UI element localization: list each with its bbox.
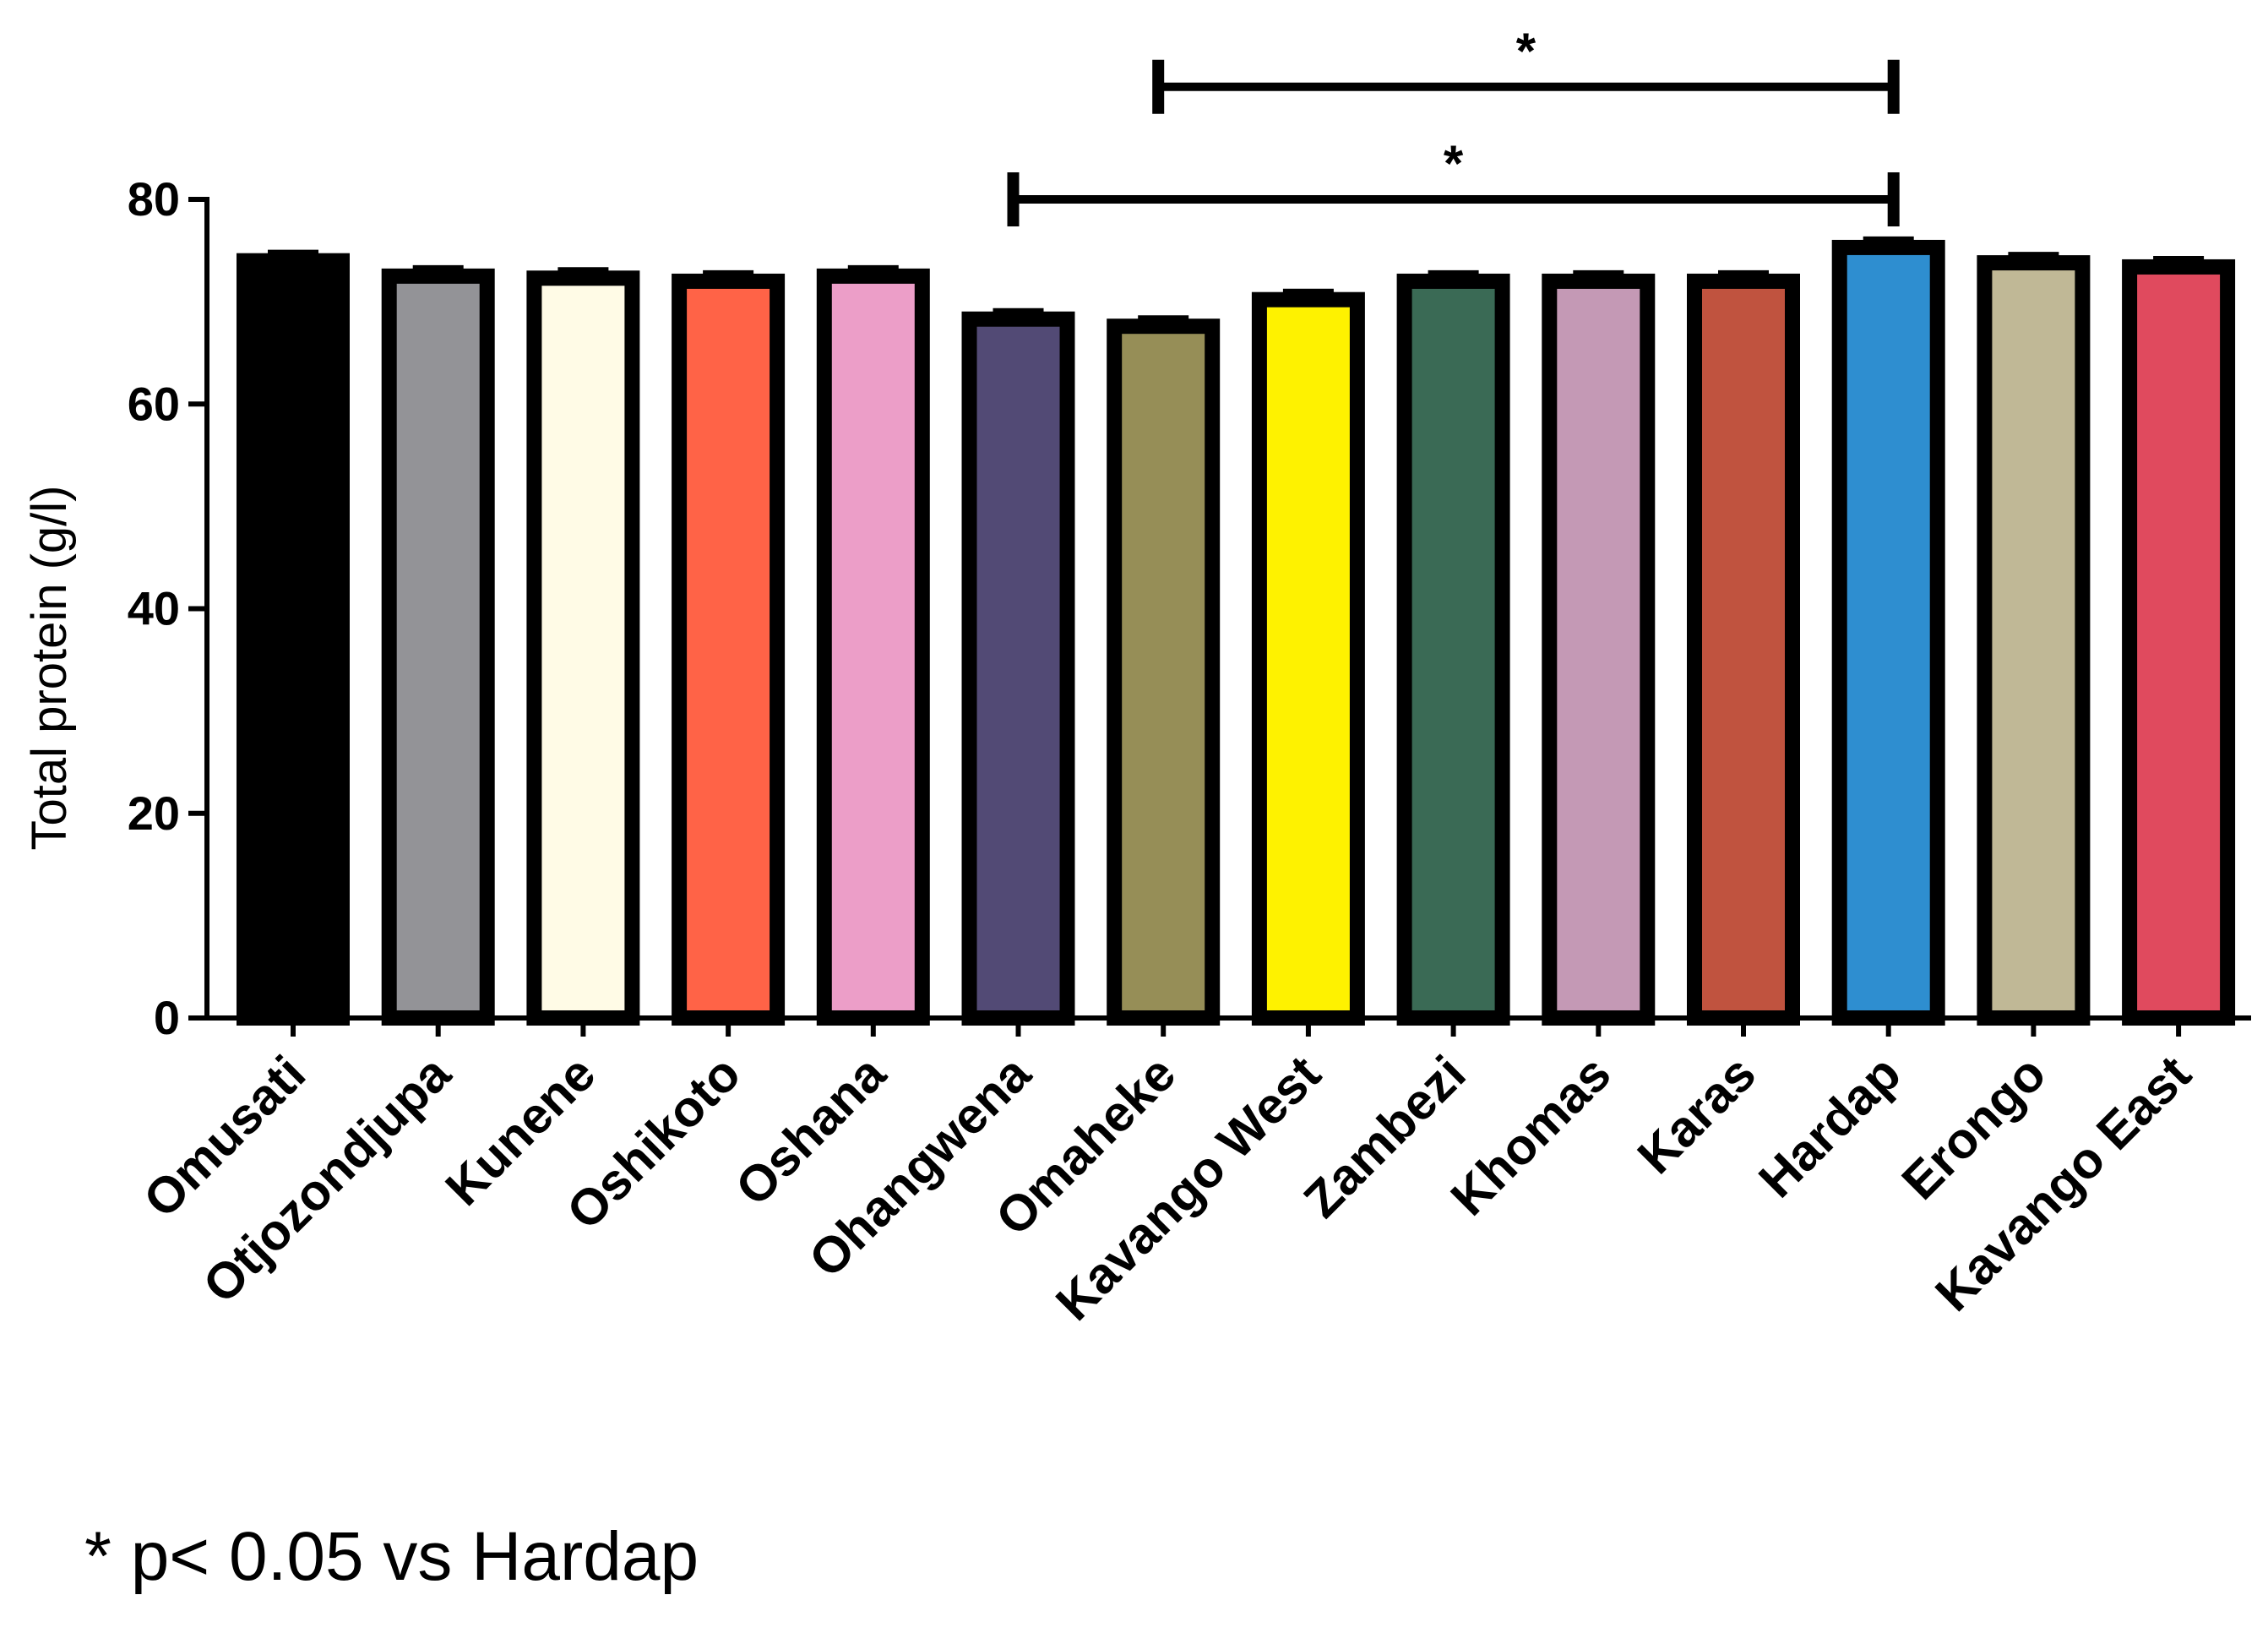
y-tick-label: 20: [128, 787, 180, 840]
footnote: * p< 0.05 vs Hardap: [84, 1518, 699, 1595]
significance-star: *: [1516, 23, 1536, 79]
y-ticks: 0 20 40 60 80: [128, 172, 207, 1044]
x-tick-label: Karas: [1627, 1045, 1766, 1184]
bar-kavango-west: [1251, 291, 1365, 1026]
bar-ohangwena: [961, 311, 1075, 1026]
x-ticks: OmusatiOtjozondjupaKuneneOshikotoOshanaO…: [133, 1018, 2201, 1331]
significance-brackets: **: [1007, 23, 1900, 226]
bar-erongo: [1977, 255, 2091, 1026]
bars-layer: [237, 236, 2236, 1026]
x-tick-label: Kavango East: [1924, 1045, 2201, 1322]
y-axis-label: Total protein (g/l): [22, 486, 77, 851]
y-tick-label: 40: [128, 582, 180, 635]
bar-kavango-east: [2122, 259, 2236, 1026]
x-tick-label: Zambezi: [1293, 1045, 1477, 1228]
y-tick-label: 0: [154, 991, 180, 1044]
bar-omusati: [237, 253, 350, 1026]
bar-karas: [1687, 273, 1800, 1026]
bar-zambezi: [1396, 273, 1510, 1026]
bar-oshana: [816, 268, 930, 1026]
bar-otjozondjupa: [381, 268, 495, 1026]
significance-star: *: [1444, 135, 1464, 192]
bar-khomas: [1542, 273, 1656, 1026]
x-tick-label: Hardap: [1748, 1045, 1912, 1209]
bar-oshikoto: [672, 273, 786, 1026]
x-tick-label: Kavango West: [1045, 1045, 1331, 1331]
y-tick-label: 80: [128, 172, 180, 226]
bar-kunene: [526, 270, 640, 1026]
bar-hardap: [1831, 239, 1945, 1026]
x-tick-label: Khomas: [1440, 1045, 1622, 1227]
x-tick-label: Otjozondjupa: [193, 1044, 462, 1314]
bar-omaheke: [1107, 318, 1221, 1026]
y-tick-label: 60: [128, 377, 180, 430]
